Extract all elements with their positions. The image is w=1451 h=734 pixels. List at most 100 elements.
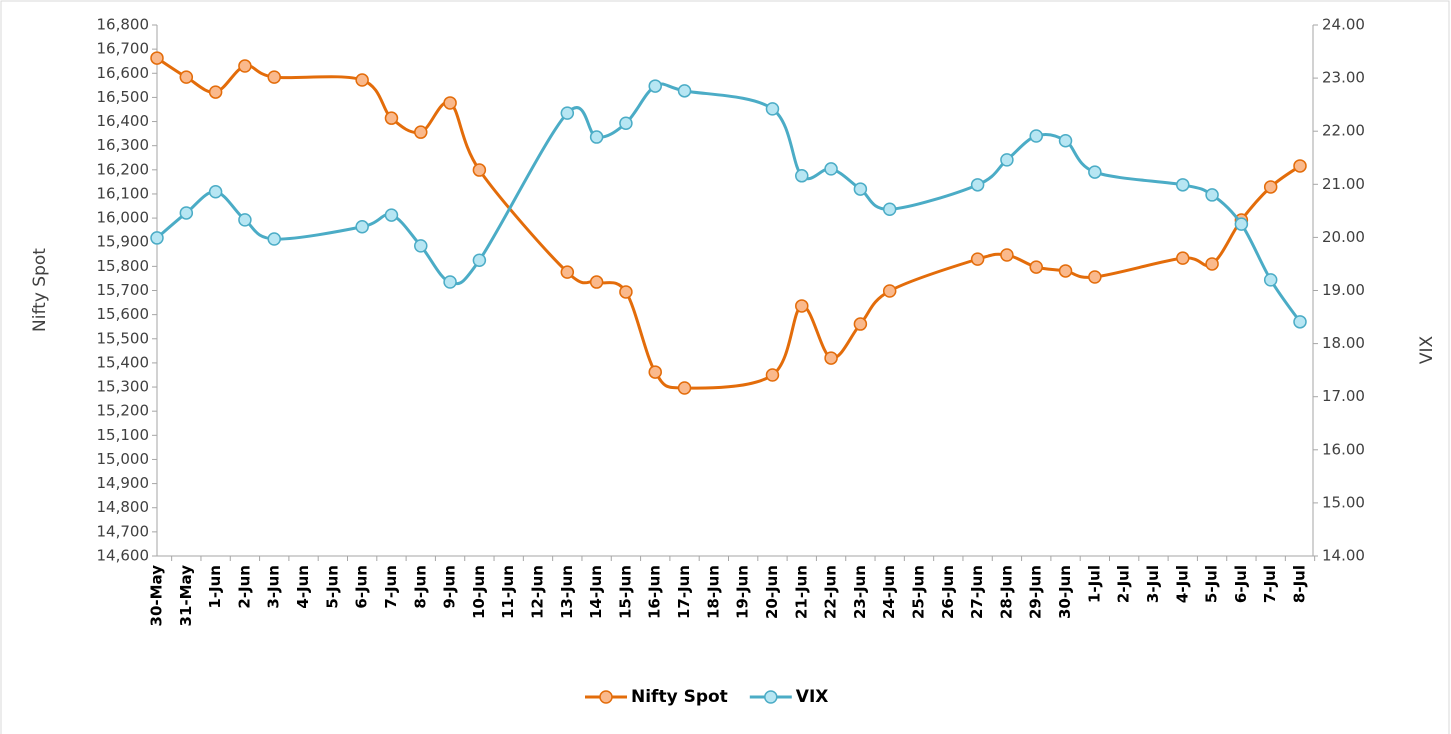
marker <box>648 79 662 93</box>
line-segment <box>888 257 979 293</box>
x-tick-label: 16-Jun <box>646 565 664 619</box>
x-tick-label: 31-May <box>177 565 195 627</box>
x-tick-label: 6-Jul <box>1232 565 1250 603</box>
marker <box>648 365 662 379</box>
y2-tick-label: 14.00 <box>1322 547 1365 565</box>
marker <box>355 73 369 87</box>
y-tick-label: 15,700 <box>97 281 150 299</box>
marker <box>765 102 780 116</box>
marker <box>355 220 369 234</box>
x-tick-label: 30-Jun <box>1056 565 1074 619</box>
y-tick-label: 15,400 <box>97 353 150 371</box>
x-tick-label: 22-Jun <box>822 565 840 619</box>
marker <box>1234 217 1249 231</box>
marker <box>414 239 428 253</box>
y2-tick-label: 19.00 <box>1322 281 1365 299</box>
marker <box>414 125 428 139</box>
x-tick-label: 27-Jun <box>968 565 986 619</box>
line-segment <box>478 112 569 262</box>
y-tick-label: 15,900 <box>97 233 150 251</box>
marker <box>1088 165 1102 179</box>
x-tick-label: 17-Jun <box>675 565 693 619</box>
line-segment <box>1094 256 1183 279</box>
line-segment <box>478 169 569 274</box>
marker <box>1176 251 1190 265</box>
x-tick-label: 29-Jun <box>1027 565 1045 619</box>
y2-tick-label: 20.00 <box>1322 228 1365 246</box>
line-segment <box>684 89 774 111</box>
x-tick-label: 6-Jun <box>353 565 371 609</box>
x-tick-label: 20-Jun <box>763 565 781 619</box>
x-tick-label: 7-Jun <box>382 565 400 609</box>
y2-tick-label: 24.00 <box>1322 16 1365 34</box>
x-tick-label: 10-Jun <box>470 565 488 619</box>
marker <box>443 275 457 289</box>
x-tick-label: 3-Jun <box>265 565 283 609</box>
x-tick-label: 2-Jul <box>1115 565 1133 603</box>
x-tick-label: 4-Jun <box>294 565 312 609</box>
y-tick-label: 16,100 <box>97 184 150 202</box>
marker <box>1176 178 1190 192</box>
x-tick-label: 1-Jun <box>206 565 224 609</box>
x-tick-label: 18-Jun <box>704 565 722 619</box>
marker <box>1000 153 1014 167</box>
marker <box>677 84 692 98</box>
y-tick-label: 15,200 <box>97 402 150 420</box>
marker <box>384 111 399 125</box>
marker <box>765 368 780 382</box>
x-tick-label: 12-Jun <box>529 565 547 619</box>
marker <box>824 351 838 365</box>
marker <box>560 265 575 279</box>
legend-label: Nifty Spot <box>631 687 728 707</box>
x-tick-label: 5-Jun <box>323 565 341 609</box>
marker <box>970 178 985 192</box>
marker <box>1263 180 1278 194</box>
marker <box>238 213 252 227</box>
marker <box>1293 159 1307 173</box>
marker <box>472 163 487 177</box>
x-tick-label: 4-Jul <box>1173 565 1191 603</box>
x-tick-label: 9-Jun <box>441 565 459 609</box>
marker <box>1293 315 1307 329</box>
marker <box>853 317 868 331</box>
y-tick-label: 15,800 <box>97 257 150 275</box>
x-tick-label: 2-Jun <box>235 565 253 609</box>
x-tick-label: 28-Jun <box>997 565 1015 619</box>
y-tick-label: 15,300 <box>97 378 150 396</box>
x-tick-label: 8-Jun <box>411 565 429 609</box>
x-tick-label: 30-May <box>148 565 166 627</box>
y-tick-label: 14,700 <box>97 522 150 540</box>
marker <box>882 202 897 217</box>
x-tick-label: 5-Jul <box>1203 565 1221 603</box>
y2-axis-title: VIX <box>1417 336 1437 365</box>
marker <box>824 162 838 176</box>
marker <box>589 275 604 289</box>
marker <box>1000 248 1014 262</box>
x-tick-label: 26-Jun <box>939 565 957 619</box>
marker <box>970 252 985 266</box>
x-tick-label: 21-Jun <box>792 565 810 619</box>
y2-tick-label: 15.00 <box>1322 493 1365 511</box>
y2-tick-label: 18.00 <box>1322 334 1365 352</box>
y-tick-label: 16,700 <box>97 40 150 58</box>
x-tick-label: 13-Jun <box>558 565 576 619</box>
y-axis-title: Nifty Spot <box>30 248 50 332</box>
legend-marker <box>764 690 778 704</box>
y-tick-label: 14,900 <box>97 474 150 492</box>
x-tick-label: 11-Jun <box>499 565 517 619</box>
marker <box>208 184 223 199</box>
marker <box>179 70 194 84</box>
y-tick-label: 15,500 <box>97 329 150 347</box>
marker <box>1205 257 1219 271</box>
marker <box>267 232 281 246</box>
marker <box>150 231 164 245</box>
line-segment <box>1094 170 1184 187</box>
y-tick-label: 15,000 <box>97 450 150 468</box>
marker <box>267 70 281 84</box>
marker <box>795 299 809 313</box>
y-tick-label: 16,800 <box>97 16 150 34</box>
x-tick-label: 1-Jul <box>1085 565 1103 603</box>
y2-tick-label: 17.00 <box>1322 387 1365 405</box>
x-tick-label: 19-Jun <box>734 565 752 619</box>
